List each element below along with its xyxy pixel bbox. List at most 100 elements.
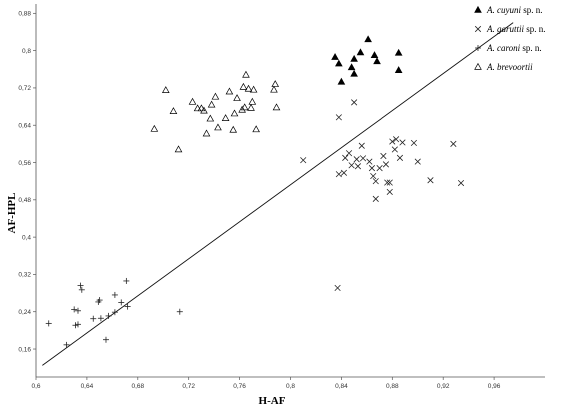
y-tick-label: 0,4: [22, 234, 31, 241]
data-point: [386, 188, 393, 195]
data-point: [214, 123, 222, 131]
legend: A. cuyuni sp. n. A. garuttii sp. n. A. car…: [474, 5, 546, 72]
data-point: [376, 165, 383, 172]
legend-label: A. cuyuni sp. n.: [486, 5, 543, 15]
data-point: [372, 195, 379, 202]
data-point: [230, 109, 239, 117]
data-point: [118, 299, 125, 306]
y-tick-label: 0,24: [18, 309, 31, 316]
data-point: [207, 100, 216, 108]
x-tick-label: 0,68: [131, 383, 144, 390]
series-plus: [45, 277, 183, 348]
data-point: [348, 162, 355, 169]
data-point: [450, 140, 457, 147]
x-tick-label: 0,92: [437, 383, 450, 390]
data-point: [384, 179, 391, 186]
data-point: [350, 69, 358, 77]
legend-item: A. brevoortii: [474, 62, 533, 72]
data-point: [78, 286, 85, 293]
data-point: [345, 150, 353, 157]
data-point: [368, 165, 376, 172]
data-point: [111, 291, 118, 298]
x-tick-label: 0,76: [233, 383, 246, 390]
data-point: [364, 35, 372, 43]
data-point: [161, 86, 170, 93]
legend-species-suffix: sp. n.: [520, 43, 542, 53]
trendline-group: [42, 22, 514, 366]
data-point: [123, 277, 130, 284]
x-axis-title: H-AF: [259, 395, 286, 407]
data-point: [427, 177, 434, 184]
data-point: [340, 169, 348, 176]
data-point: [229, 125, 238, 133]
data-point: [393, 136, 400, 143]
data-point: [202, 129, 211, 137]
x-tick-label: 0,88: [386, 383, 399, 390]
data-point: [248, 97, 257, 105]
y-tick-label: 0,88: [18, 11, 31, 18]
data-point: [410, 139, 418, 147]
y-tick-label: 0,8: [22, 48, 31, 55]
x-tick-label: 0,64: [81, 383, 94, 390]
data-point: [150, 124, 159, 132]
data-point: [372, 178, 379, 185]
data-point: [335, 114, 342, 121]
series-x: [300, 99, 465, 292]
data-point: [225, 87, 234, 95]
data-point: [457, 179, 465, 187]
data-point: [252, 125, 260, 133]
data-point: [74, 321, 81, 328]
y-tick-label: 0,56: [18, 160, 31, 167]
data-point: [331, 53, 339, 60]
data-point: [242, 70, 250, 78]
data-point: [174, 145, 183, 153]
data-point: [382, 161, 390, 168]
data-point: [63, 341, 70, 348]
x-tick-label: 0,8: [286, 383, 295, 390]
data-point: [176, 308, 183, 315]
legend-species-suffix: sp. n.: [521, 5, 543, 15]
data-point: [370, 172, 377, 180]
data-point: [233, 94, 241, 101]
data-point: [244, 84, 253, 92]
data-point: [389, 138, 396, 145]
series-open-triangle: [150, 70, 281, 153]
data-point: [366, 158, 373, 165]
data-point: [74, 307, 81, 314]
data-point: [188, 97, 197, 105]
data-point: [240, 103, 249, 111]
legend-species-name: A. brevoortii: [486, 62, 533, 72]
data-point: [335, 59, 343, 67]
data-point: [358, 142, 365, 149]
tick-labels: 0,6 0,64 0,68 0,72 0,76 0,8 0,84 0,88 0,92 0,96 0,…: [18, 11, 500, 390]
data-point: [342, 154, 349, 161]
data-point: [391, 146, 398, 153]
data-point: [347, 63, 356, 71]
data-point: [337, 77, 346, 85]
data-point: [394, 48, 403, 56]
legend-species-name: A. cuyuni: [486, 5, 521, 15]
data-point: [90, 315, 97, 322]
data-point: [354, 163, 362, 170]
data-point: [300, 157, 307, 164]
data-point: [353, 156, 360, 163]
data-point: [105, 312, 112, 319]
data-point: [102, 336, 109, 343]
legend-label: A. garuttii sp. n.: [486, 24, 546, 34]
x-tick-label: 0,6: [31, 383, 40, 390]
legend-marker: [475, 45, 481, 51]
data-point: [239, 82, 248, 90]
data-point: [351, 99, 358, 106]
legend-marker: [474, 25, 482, 33]
legend-item: A. cuyuni sp. n.: [474, 5, 543, 15]
data-point: [359, 155, 367, 162]
data-point: [71, 306, 78, 313]
y-axis-title: AF-HPL: [6, 193, 18, 234]
x-tick-label: 0,96: [488, 383, 501, 390]
legend-label: A. caroni sp. n.: [486, 43, 542, 53]
data-point: [97, 315, 104, 322]
data-point: [77, 282, 84, 289]
data-point: [200, 106, 208, 114]
data-point: [396, 154, 404, 161]
data-point: [270, 85, 278, 93]
